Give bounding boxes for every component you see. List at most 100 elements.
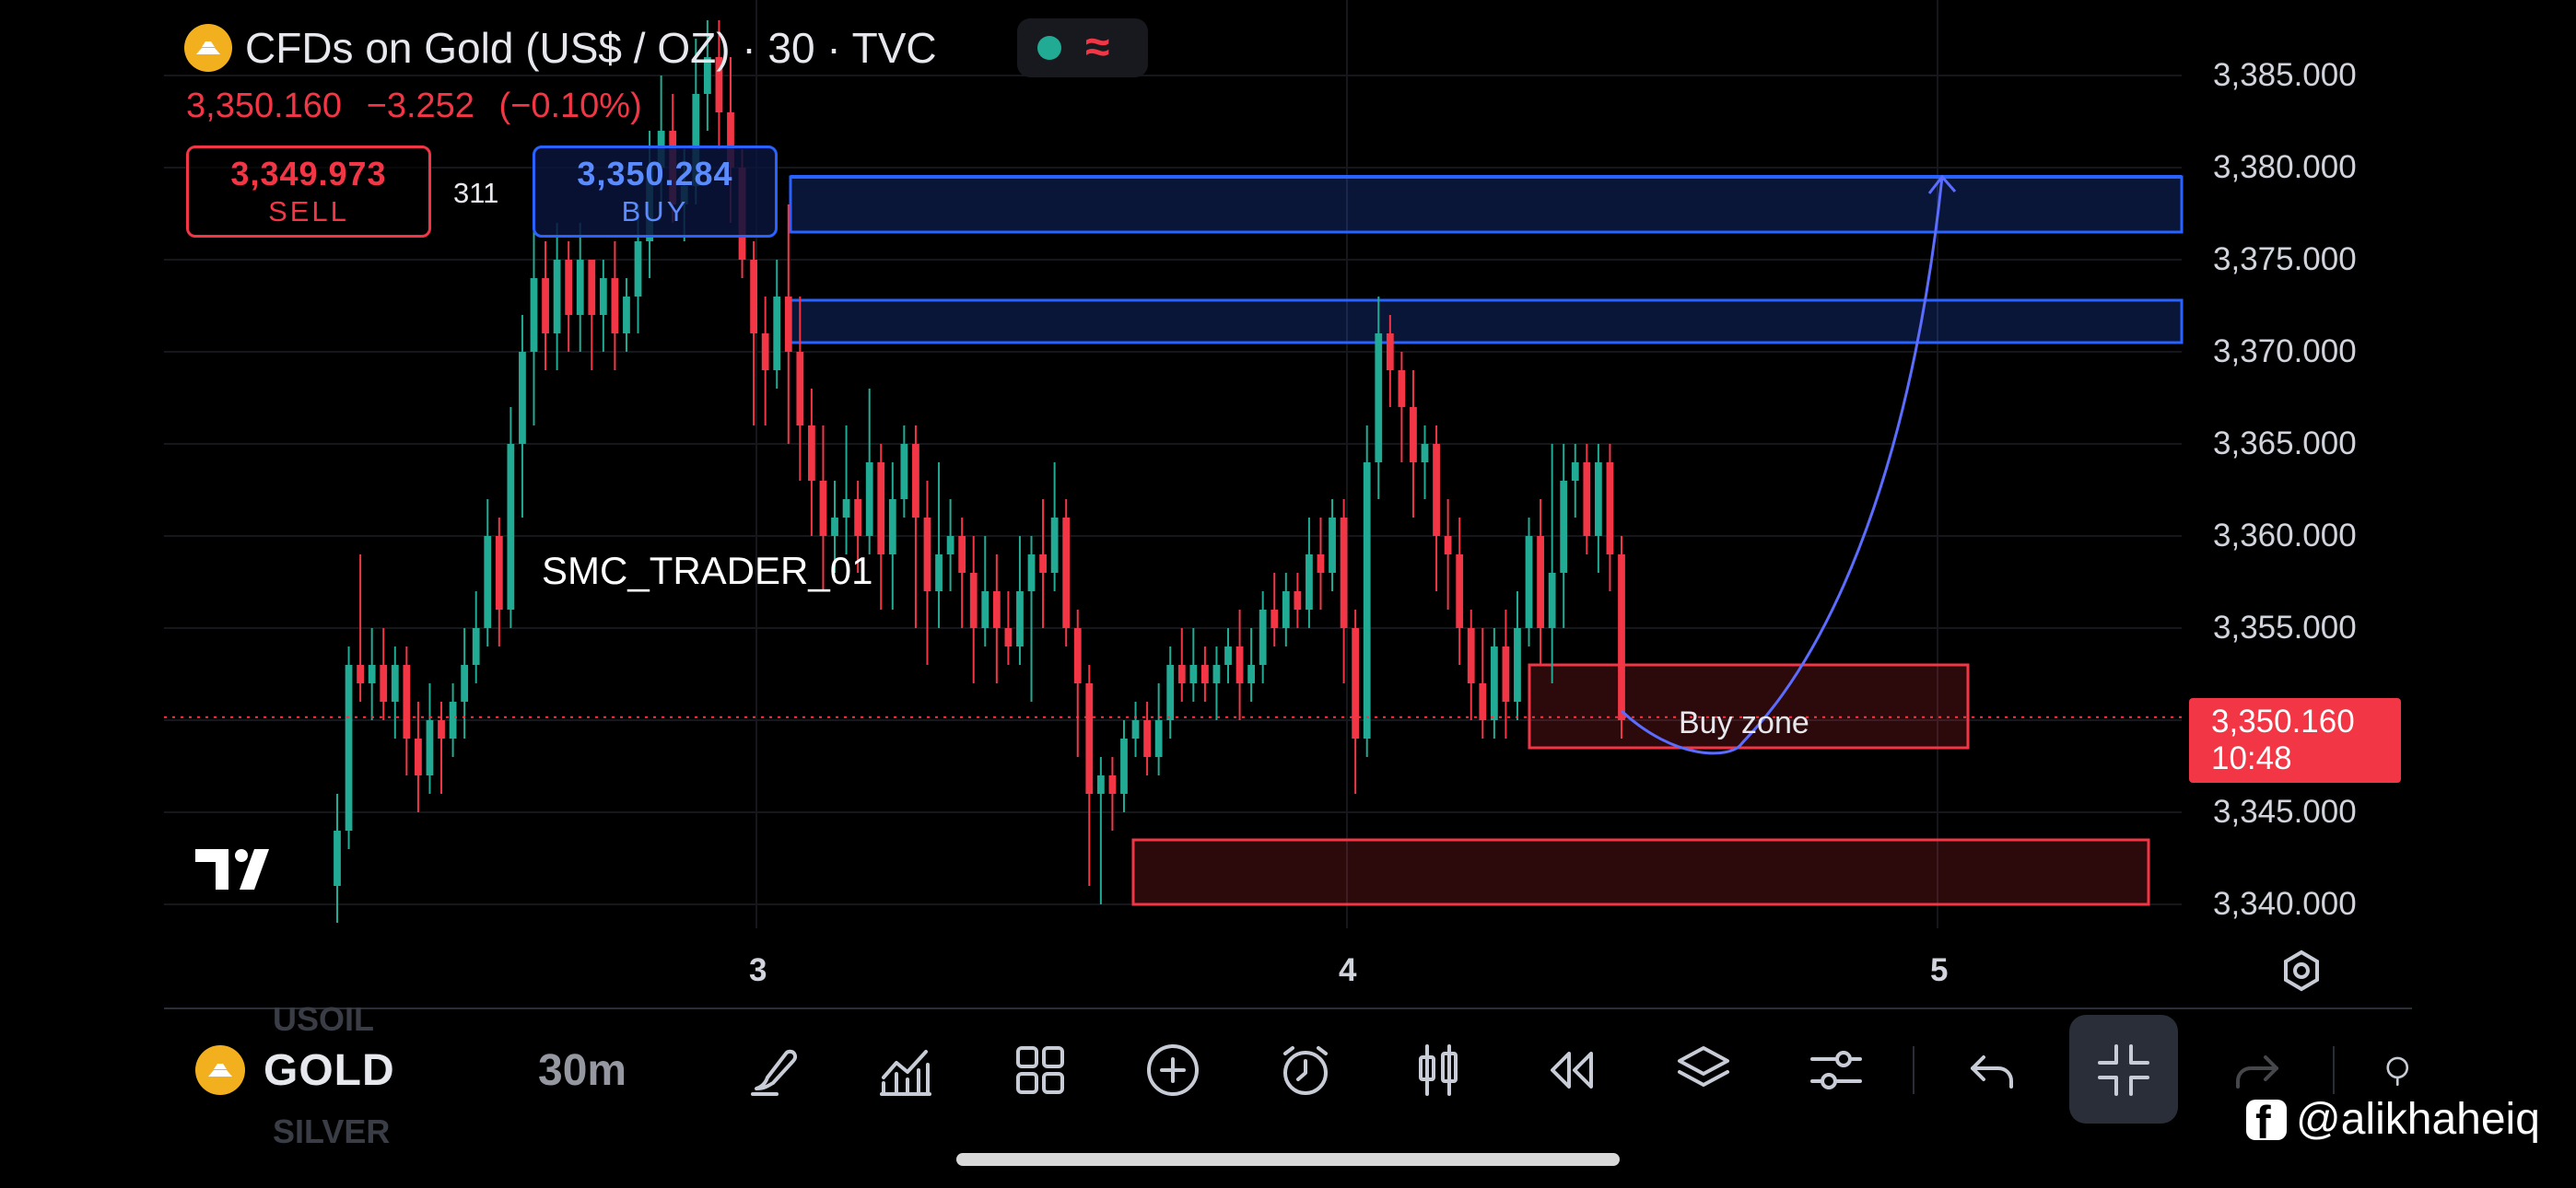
time-axis-label: 5	[1930, 952, 1949, 988]
price-axis-label: 3,340.000	[2213, 886, 2357, 922]
candle-body	[1525, 536, 1533, 628]
candle-body	[449, 702, 457, 739]
candle-body	[403, 665, 411, 739]
candle-body	[1352, 628, 1360, 739]
candle-body	[611, 278, 619, 333]
undo-icon[interactable]	[1957, 1007, 2025, 1133]
redo-icon[interactable]	[2224, 1007, 2292, 1133]
settings-sliders-icon[interactable]	[1802, 1007, 1870, 1133]
price-axis-label: 3,375.000	[2213, 241, 2357, 277]
candle-body	[1410, 407, 1417, 462]
candle-body	[1375, 333, 1383, 462]
zone-supply-upper	[789, 175, 2184, 234]
price-axis-label: 3,355.000	[2213, 610, 2357, 646]
add-plus-icon[interactable]	[1139, 1007, 1207, 1133]
candle-body	[1039, 554, 1047, 573]
candle-body	[1398, 370, 1406, 407]
candle-body	[1259, 610, 1267, 665]
buy-price: 3,350.284	[577, 155, 733, 192]
candle-body	[888, 499, 896, 554]
price-axis-label: 3,365.000	[2213, 425, 2357, 461]
author-handle: @alikhaheiq	[2296, 1095, 2540, 1144]
candle-body	[865, 462, 873, 536]
buy-button[interactable]: 3,350.284 BUY	[533, 146, 778, 238]
candle-body	[1490, 646, 1498, 720]
layout-grid-icon[interactable]	[1006, 1007, 1074, 1133]
candle-body	[1177, 665, 1186, 683]
candle-body	[946, 536, 954, 554]
tradingview-logo-icon	[195, 845, 284, 898]
candle-body	[831, 518, 838, 536]
candle-body	[623, 297, 630, 333]
chart-pane[interactable]	[164, 0, 2412, 1007]
candle-body	[1247, 665, 1256, 683]
price-change-pct: (−0.10%)	[498, 87, 642, 125]
symbol-selector[interactable]: GOLD	[195, 1007, 395, 1133]
candle-body	[345, 665, 353, 831]
candle-body	[1050, 518, 1059, 573]
price-axis-label: 3,360.000	[2213, 518, 2357, 553]
toolbar-divider	[1913, 1046, 1914, 1094]
candle-body	[912, 444, 919, 518]
wave-icon: ≈	[1085, 23, 1110, 72]
interval-selector[interactable]: 30m	[538, 1045, 627, 1095]
chart-settings-icon[interactable]	[2279, 949, 2324, 993]
price-axis-label: 3,345.000	[2213, 794, 2357, 830]
candle-body	[472, 628, 480, 665]
sell-button[interactable]: 3,349.973 SELL	[186, 146, 431, 238]
candle-body	[1571, 462, 1579, 481]
candle-body	[415, 739, 422, 775]
candle-body	[1166, 665, 1175, 720]
candle-body	[1329, 518, 1336, 573]
home-indicator[interactable]	[956, 1153, 1620, 1166]
candle-body	[461, 665, 469, 702]
alert-clock-icon[interactable]	[1271, 1007, 1340, 1133]
candle-body	[1200, 665, 1209, 683]
candle-body	[1502, 646, 1510, 702]
draw-brush-icon[interactable]	[741, 1007, 809, 1133]
candle-body	[426, 720, 434, 775]
candle-body	[1282, 591, 1290, 628]
symbol-header[interactable]: CFDs on Gold (US$ / OZ) · 30 · TVC	[184, 18, 937, 77]
candle-style-icon[interactable]	[1404, 1007, 1472, 1133]
price-chart[interactable]	[164, 0, 2412, 1007]
layers-icon[interactable]	[1669, 1007, 1738, 1133]
current-price-tag: 3,350.160 10:48	[2189, 698, 2401, 783]
bottom-toolbar: USOIL SILVER	[164, 1000, 2412, 1150]
candle-body	[1189, 665, 1198, 683]
ghost-symbol-below: SILVER	[273, 1112, 391, 1150]
candle-body	[1131, 720, 1140, 739]
buy-zone-label: Buy zone	[1679, 705, 1809, 740]
candle-body	[542, 278, 549, 333]
candle-body	[1363, 462, 1371, 739]
candle-body	[1120, 739, 1128, 794]
candle-body	[1096, 775, 1105, 794]
candle-body	[923, 518, 931, 591]
symbol-label: GOLD	[263, 1045, 395, 1095]
candle-body	[761, 333, 769, 370]
candle-body	[553, 260, 561, 333]
candle-body	[380, 665, 388, 702]
bar-countdown: 10:48	[2211, 740, 2292, 776]
candle-body	[958, 536, 966, 573]
replay-rewind-icon[interactable]	[1537, 1007, 1605, 1133]
candle-body	[1317, 554, 1325, 573]
candle-body	[877, 462, 885, 554]
candle-body	[1433, 444, 1440, 536]
collapse-button[interactable]	[2069, 1015, 2178, 1124]
gold-coin-icon	[184, 24, 232, 72]
collapse-fullscreen-icon[interactable]	[2090, 1007, 2158, 1133]
market-status-pill[interactable]: ≈	[1017, 18, 1148, 77]
more-tools-icon[interactable]	[2373, 1007, 2412, 1133]
candle-body	[438, 720, 445, 739]
candle-body	[507, 444, 515, 610]
candle-body	[969, 573, 978, 628]
ghost-symbol-above: USOIL	[273, 1000, 375, 1038]
candle-body	[1548, 573, 1556, 628]
toolbar-divider	[2333, 1046, 2335, 1094]
candle-body	[750, 260, 758, 333]
candle-body	[1456, 554, 1464, 628]
indicators-icon[interactable]	[872, 1007, 940, 1133]
gold-coin-icon	[195, 1045, 245, 1095]
